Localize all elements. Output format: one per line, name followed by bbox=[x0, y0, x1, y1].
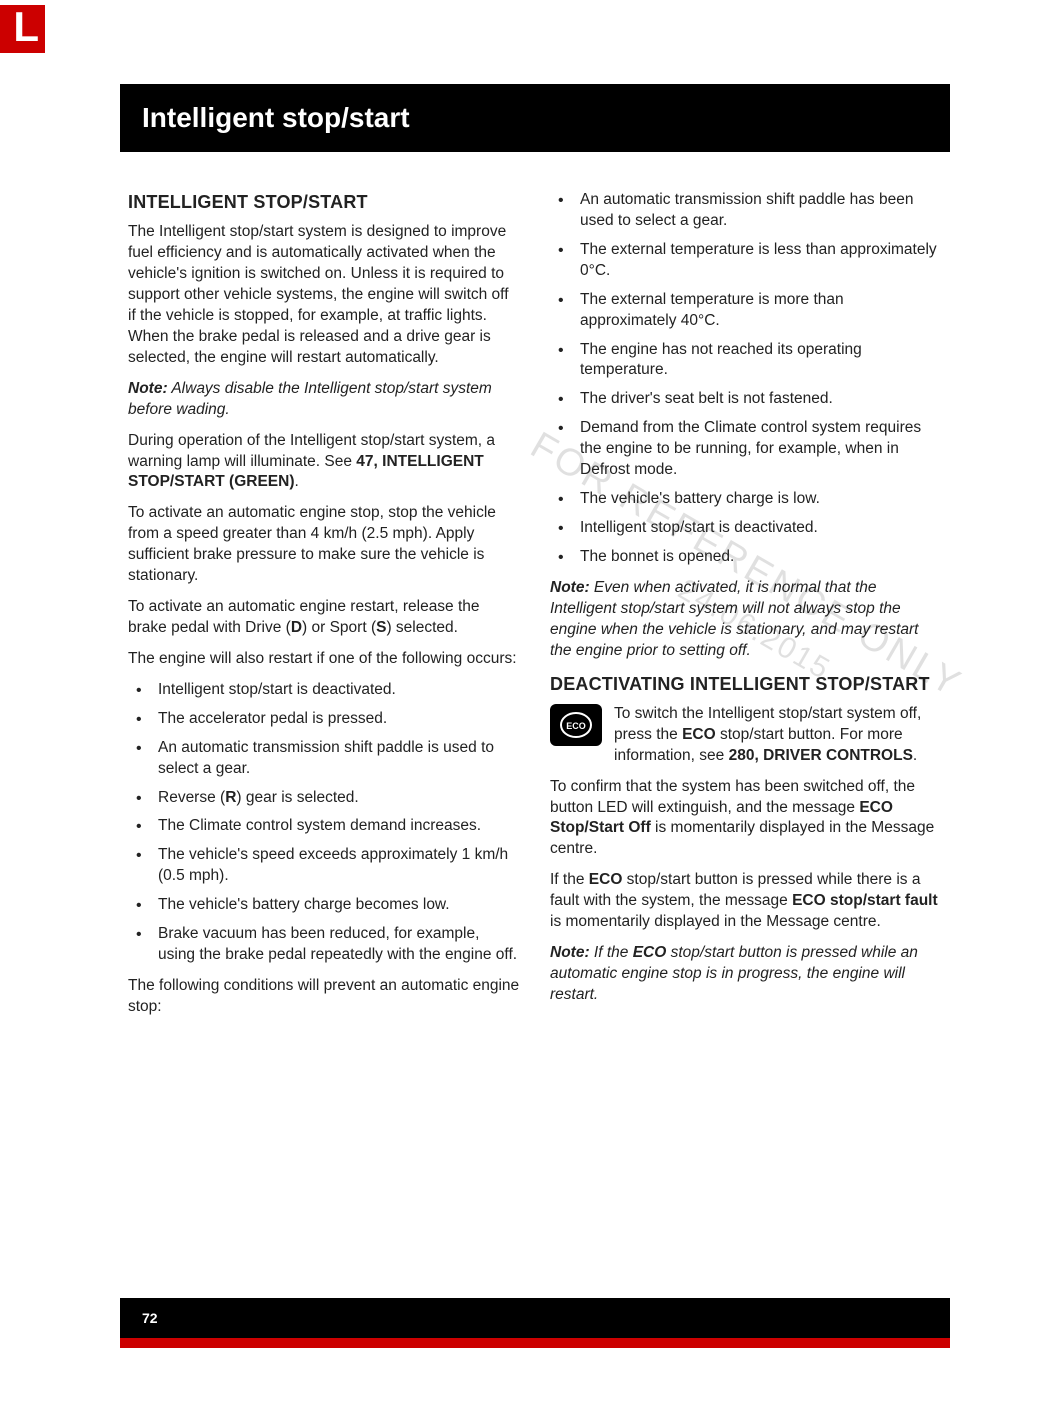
list-item: Brake vacuum has been reduced, for examp… bbox=[128, 924, 520, 966]
list-item: The Climate control system demand increa… bbox=[128, 816, 520, 837]
svg-text:ECO: ECO bbox=[566, 721, 586, 731]
list-item: The external temperature is more than ap… bbox=[550, 290, 942, 332]
left-column: INTELLIGENT STOP/START The Intelligent s… bbox=[128, 190, 520, 1028]
footer-red bbox=[120, 1338, 950, 1348]
paragraph: To activate an automatic engine restart,… bbox=[128, 597, 520, 639]
paragraph: The Intelligent stop/start system is des… bbox=[128, 222, 520, 368]
note: Note: If the ECO stop/start button is pr… bbox=[550, 943, 942, 1006]
list-item: The vehicle's speed exceeds approximatel… bbox=[128, 845, 520, 887]
note: Note: Even when activated, it is normal … bbox=[550, 578, 942, 662]
footer: 72 bbox=[120, 1298, 950, 1348]
note: Note: Always disable the Intelligent sto… bbox=[128, 379, 520, 421]
eco-icon: ECO bbox=[550, 704, 602, 746]
list-item: The vehicle's battery charge becomes low… bbox=[128, 895, 520, 916]
section-heading: DEACTIVATING INTELLIGENT STOP/START bbox=[550, 672, 942, 696]
paragraph: To confirm that the system has been swit… bbox=[550, 777, 942, 861]
list-item: Demand from the Climate control system r… bbox=[550, 418, 942, 481]
list-item: Intelligent stop/start is deactivated. bbox=[128, 680, 520, 701]
paragraph: The following conditions will prevent an… bbox=[128, 976, 520, 1018]
note-text: Always disable the Intelligent stop/star… bbox=[128, 380, 492, 418]
section-heading: INTELLIGENT STOP/START bbox=[128, 190, 520, 214]
bullet-list: An automatic transmission shift paddle h… bbox=[550, 190, 942, 568]
text-columns: INTELLIGENT STOP/START The Intelligent s… bbox=[120, 190, 950, 1028]
list-item: The external temperature is less than ap… bbox=[550, 240, 942, 282]
side-tab: L bbox=[0, 5, 45, 53]
list-item: An automatic transmission shift paddle i… bbox=[128, 738, 520, 780]
note-text: Even when activated, it is normal that t… bbox=[550, 579, 918, 659]
list-item: An automatic transmission shift paddle h… bbox=[550, 190, 942, 232]
paragraph: During operation of the Intelligent stop… bbox=[128, 431, 520, 494]
list-item: The accelerator pedal is pressed. bbox=[128, 709, 520, 730]
list-item: The vehicle's battery charge is low. bbox=[550, 489, 942, 510]
right-column: FOR REFERENCE ONLY 24.06.2015 An automat… bbox=[550, 190, 942, 1028]
bullet-list: Intelligent stop/start is deactivated. T… bbox=[128, 680, 520, 966]
note-label: Note: bbox=[128, 380, 168, 397]
list-item: The driver's seat belt is not fastened. bbox=[550, 389, 942, 410]
content: Intelligent stop/start INTELLIGENT STOP/… bbox=[120, 84, 950, 1028]
page-title: Intelligent stop/start bbox=[120, 84, 950, 152]
footer-black: 72 bbox=[120, 1298, 950, 1338]
paragraph: If the ECO stop/start button is pressed … bbox=[550, 870, 942, 933]
list-item: The bonnet is opened. bbox=[550, 547, 942, 568]
note-label: Note: bbox=[550, 944, 590, 961]
tab-letter: L bbox=[13, 3, 39, 51]
list-item: The engine has not reached its operating… bbox=[550, 340, 942, 382]
note-label: Note: bbox=[550, 579, 590, 596]
paragraph: The engine will also restart if one of t… bbox=[128, 649, 520, 670]
icon-row: ECO To switch the Intelligent stop/start… bbox=[550, 704, 942, 767]
icon-text: To switch the Intelligent stop/start sys… bbox=[614, 704, 942, 767]
page-number: 72 bbox=[142, 1310, 158, 1326]
list-item: Intelligent stop/start is deactivated. bbox=[550, 518, 942, 539]
paragraph: To activate an automatic engine stop, st… bbox=[128, 503, 520, 587]
list-item: Reverse (R) gear is selected. bbox=[128, 788, 520, 809]
